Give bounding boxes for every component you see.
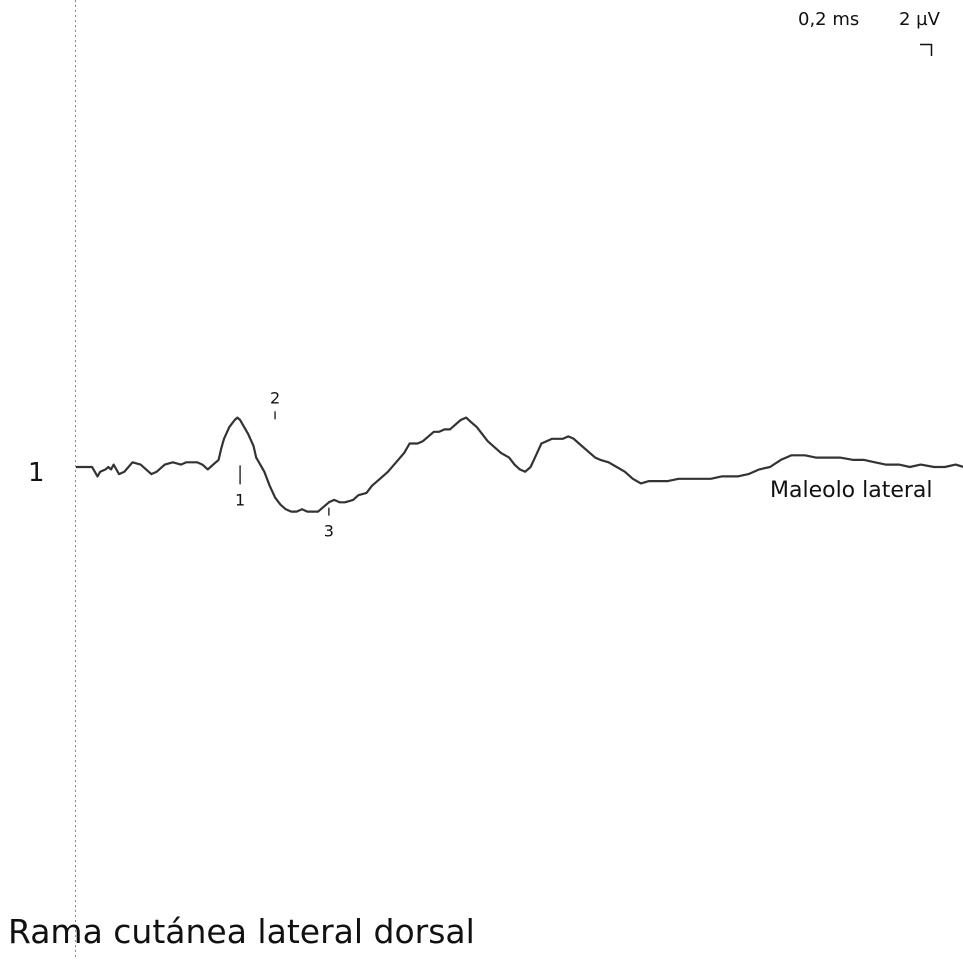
marker-2-label: 2: [270, 388, 280, 407]
time-scale-label: 0,2 ms: [798, 9, 859, 30]
marker-layer: 1 2 3: [235, 388, 334, 540]
amplitude-scale-label: 2 µV: [899, 9, 941, 30]
marker-1-label: 1: [235, 490, 245, 509]
marker-3-label: 3: [324, 522, 334, 541]
trace-number: 1: [28, 458, 45, 488]
waveform-trace: [76, 416, 963, 513]
trace-name-background: [766, 474, 952, 504]
scale-bar-icon: [920, 43, 933, 56]
trace-name-label: Maleolo lateral: [770, 478, 933, 503]
chart-title: Rama cutánea lateral dorsal: [8, 912, 475, 951]
